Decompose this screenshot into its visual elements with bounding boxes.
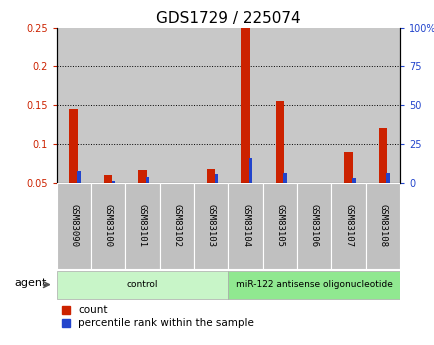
Legend: count, percentile rank within the sample: count, percentile rank within the sample xyxy=(62,305,254,328)
Bar xyxy=(283,173,286,183)
Text: GSM83102: GSM83102 xyxy=(172,205,181,247)
Bar xyxy=(228,270,399,298)
Bar xyxy=(262,28,296,183)
Text: GSM83107: GSM83107 xyxy=(343,205,352,247)
Bar xyxy=(91,28,125,183)
Text: GSM83108: GSM83108 xyxy=(378,205,387,247)
Bar xyxy=(207,169,215,183)
Bar xyxy=(365,28,399,183)
Bar xyxy=(104,175,112,183)
Bar xyxy=(194,183,228,269)
Bar xyxy=(56,183,91,269)
Bar xyxy=(125,183,159,269)
Bar xyxy=(378,128,386,183)
Bar xyxy=(331,183,365,269)
Bar xyxy=(91,183,125,269)
Text: GSM83105: GSM83105 xyxy=(275,205,284,247)
Bar xyxy=(385,173,389,183)
Bar xyxy=(275,101,283,183)
Bar xyxy=(344,152,352,183)
Text: GSM83106: GSM83106 xyxy=(309,205,318,247)
Bar xyxy=(159,28,194,183)
Bar xyxy=(241,28,249,183)
Text: agent: agent xyxy=(14,278,46,288)
Text: GSM83090: GSM83090 xyxy=(69,205,78,247)
Text: GSM83103: GSM83103 xyxy=(206,205,215,247)
Bar xyxy=(331,28,365,183)
Bar xyxy=(296,28,331,183)
Bar xyxy=(56,270,228,298)
Bar xyxy=(351,178,355,183)
Bar xyxy=(159,183,194,269)
Bar xyxy=(56,28,91,183)
Bar xyxy=(296,183,331,269)
Text: control: control xyxy=(126,280,158,289)
Text: miR-122 antisense oligonucleotide: miR-122 antisense oligonucleotide xyxy=(235,280,392,289)
Title: GDS1729 / 225074: GDS1729 / 225074 xyxy=(156,11,300,27)
Bar xyxy=(214,174,217,183)
Text: GSM83101: GSM83101 xyxy=(138,205,147,247)
Bar xyxy=(228,183,262,269)
Bar xyxy=(365,183,399,269)
Bar xyxy=(228,28,262,183)
Bar xyxy=(145,177,149,183)
Bar xyxy=(69,109,78,183)
Bar xyxy=(248,158,252,183)
Bar xyxy=(77,171,80,183)
Text: GSM83104: GSM83104 xyxy=(240,205,250,247)
Bar xyxy=(111,181,115,183)
Text: GSM83100: GSM83100 xyxy=(103,205,112,247)
Bar xyxy=(138,170,146,183)
Bar xyxy=(262,183,296,269)
Bar xyxy=(125,28,159,183)
Bar xyxy=(194,28,228,183)
